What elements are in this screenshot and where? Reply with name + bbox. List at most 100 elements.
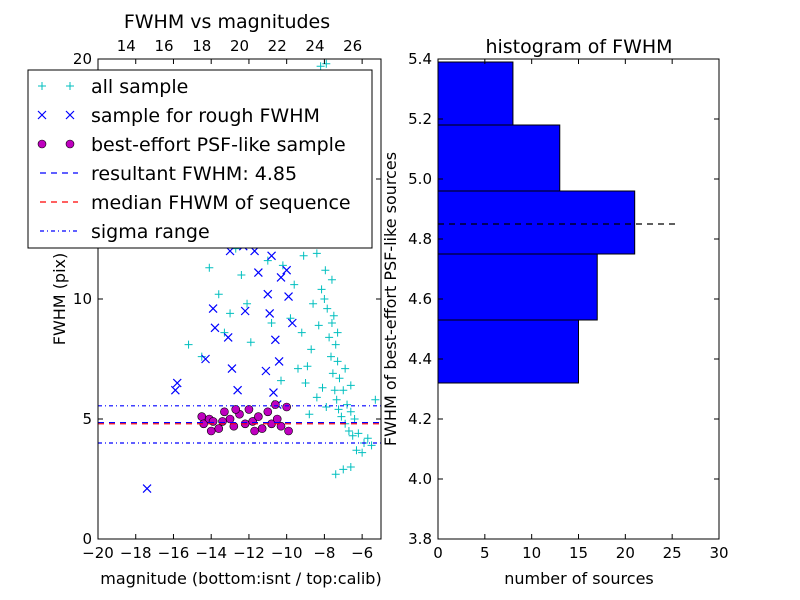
rough-fwhm-point xyxy=(287,318,297,328)
top-x-tick-label: 14 xyxy=(117,37,136,55)
legend-marker-swatch xyxy=(38,82,46,90)
legend-entry: all sample xyxy=(38,76,188,98)
rough-fwhm-point xyxy=(201,354,210,364)
all-sample-point xyxy=(354,429,363,438)
psf-like-point xyxy=(244,405,254,414)
all-sample-point xyxy=(297,328,306,337)
all-sample-point xyxy=(278,261,287,270)
histogram-title: histogram of FWHM xyxy=(485,36,672,58)
scatter-top-axis: 14 16 18 20 22 24 26 xyxy=(117,37,362,55)
y-tick-label: 4.0 xyxy=(408,470,432,488)
histogram-bar xyxy=(437,61,514,126)
y-tick-label: 10 xyxy=(73,290,92,308)
all-sample-point xyxy=(267,319,276,327)
rough-fwhm-point xyxy=(253,268,263,278)
rough-fwhm-point xyxy=(172,378,182,388)
x-tick-label: −16 xyxy=(158,544,190,562)
top-x-tick-label: 22 xyxy=(268,37,287,55)
x-tick-label: 15 xyxy=(569,544,588,562)
scatter-panel: FWHM vs magnitudes −20 −18 −16 −14 −12 −10 −8−… xyxy=(50,11,382,588)
all-sample-point xyxy=(363,434,372,443)
all-sample-point xyxy=(307,345,316,354)
legend-label: sigma range xyxy=(91,221,210,243)
rough-fwhm-point xyxy=(276,272,286,282)
x-tick-label: 5 xyxy=(480,544,490,562)
all-sample-point xyxy=(323,304,332,313)
all-sample-point xyxy=(358,448,367,457)
y-tick-label: 5 xyxy=(82,410,92,428)
legend-box xyxy=(27,69,373,249)
top-x-tick-label: 26 xyxy=(343,37,362,55)
top-x-tick-label: 18 xyxy=(192,37,211,55)
legend-marker-swatch xyxy=(65,139,75,149)
all-sample-point xyxy=(330,386,339,395)
psf-like-point xyxy=(263,407,273,417)
rough-fwhm-point xyxy=(233,385,243,395)
legend: all sample sample for rough FWHM best-effo… xyxy=(27,69,373,249)
all-sample-point xyxy=(348,431,357,440)
x-tick-label: −6 xyxy=(351,544,373,562)
histogram-bars xyxy=(437,61,677,384)
top-x-tick-label: 24 xyxy=(305,37,324,55)
all-sample-point xyxy=(327,352,336,361)
legend-label: best-effort PSF-like sample xyxy=(91,134,346,156)
y-tick-label: 5.0 xyxy=(408,170,432,188)
histogram-y-axis: 3.8 4.0 4.2 4.4 4.6 4.8 5.0 5.2 5.4 xyxy=(408,50,719,548)
legend-entry: sigma range xyxy=(40,221,210,243)
legend-marker-swatch xyxy=(37,110,47,120)
all-sample-point xyxy=(329,311,338,320)
all-sample-point xyxy=(263,256,272,265)
rough-fwhm-point xyxy=(210,323,220,333)
rough-fwhm-point xyxy=(240,306,250,316)
y-tick-label: 3.8 xyxy=(408,530,432,548)
legend-entry: resultant FWHM: 4.85 xyxy=(40,163,297,185)
histogram-bar xyxy=(437,124,561,192)
rough-fwhm-point xyxy=(270,335,280,345)
all-sample-point xyxy=(325,333,334,342)
rough-fwhm-point xyxy=(269,388,278,398)
all-sample-point xyxy=(246,338,255,347)
all-sample-point xyxy=(290,280,299,289)
rough-fwhm-point xyxy=(223,332,233,342)
rough-fwhm-point xyxy=(261,366,271,376)
all-sample-point xyxy=(237,271,246,279)
all-sample-point xyxy=(339,386,348,395)
all-sample-point xyxy=(346,407,355,416)
x-tick-label: 10 xyxy=(522,544,541,562)
all-sample-point xyxy=(333,328,342,337)
legend-label: median FHWM of sequence xyxy=(91,192,351,214)
rough-fwhm-point xyxy=(170,385,180,395)
all-sample-point xyxy=(328,369,337,378)
all-sample-point xyxy=(205,263,214,272)
all-sample-point xyxy=(334,405,343,414)
rough-fwhm-point xyxy=(227,364,237,374)
top-x-tick-label: 20 xyxy=(230,37,249,55)
all-sample-point xyxy=(322,59,331,68)
all-sample-point xyxy=(197,352,206,361)
all-sample-point xyxy=(312,249,321,258)
psf-like-point xyxy=(197,412,207,421)
rough-fwhm-point xyxy=(284,292,293,302)
all-sample-point xyxy=(337,412,346,421)
rough-fwhm-point xyxy=(142,484,152,494)
scatter-x-label: magnitude (bottom:isnt / top:calib) xyxy=(100,569,381,588)
series-circle xyxy=(197,400,293,436)
histogram-bar xyxy=(437,319,579,384)
all-sample-point xyxy=(346,381,355,390)
all-sample-point xyxy=(321,266,330,275)
legend-marker-swatch xyxy=(65,110,75,120)
all-sample-point xyxy=(314,321,323,330)
legend-entry: sample for rough FWHM xyxy=(37,105,320,127)
x-tick-label: −12 xyxy=(233,544,265,562)
all-sample-point xyxy=(309,299,318,308)
series-x xyxy=(142,224,297,494)
all-sample-point xyxy=(350,415,359,423)
rough-fwhm-point xyxy=(263,289,273,299)
all-sample-point xyxy=(214,290,223,299)
all-sample-point xyxy=(220,328,229,337)
y-tick-label: 5.4 xyxy=(408,50,432,68)
histogram-y-label: FWHM of best-effort PSF-like sources xyxy=(381,152,400,446)
all-sample-point xyxy=(339,465,348,474)
psf-like-point xyxy=(257,424,267,433)
legend-label: resultant FWHM: 4.85 xyxy=(91,163,297,185)
